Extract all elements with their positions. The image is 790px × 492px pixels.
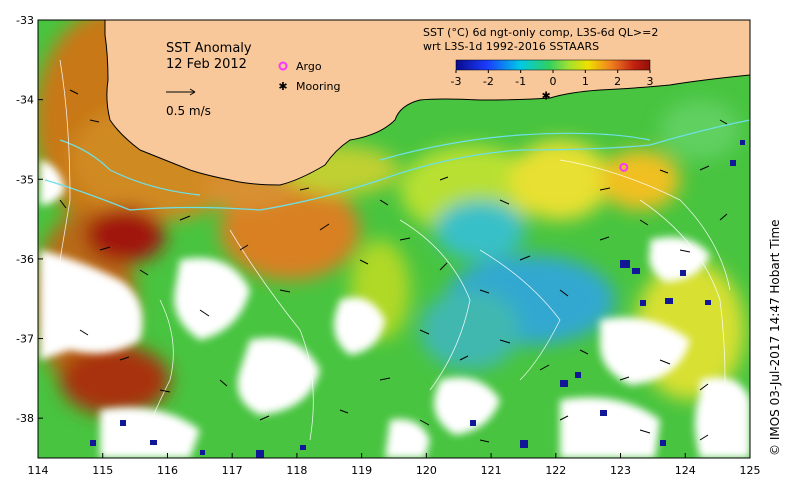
x-tick-label: 116: [157, 464, 178, 477]
x-tick-label: 125: [740, 464, 761, 477]
map-date: 12 Feb 2012: [166, 57, 247, 72]
x-tick-label: 114: [28, 464, 49, 477]
current-streamlines: [44, 119, 750, 211]
mooring-marker: ✱: [541, 90, 550, 103]
x-tick-label: 118: [286, 464, 307, 477]
x-tick-label: 117: [222, 464, 243, 477]
contour-lines: [49, 59, 731, 451]
x-tick-label: 120: [416, 464, 437, 477]
argo-legend-icon: [278, 61, 288, 71]
cold-specks: [90, 140, 745, 458]
colorbar-tick-label: -3: [451, 75, 462, 88]
anomaly-field: [38, 20, 745, 415]
mooring-legend-icon: ✱: [278, 80, 287, 93]
imos-credit: © IMOS 03-Jul-2017 14:47 Hobart Time: [768, 219, 782, 456]
legend-mooring: ✱ Mooring: [278, 80, 340, 93]
legend-argo: Argo: [278, 60, 322, 73]
colorbar: SST (°C) 6d ngt-only comp, L3S-6d QL>=2 …: [423, 26, 658, 88]
colorbar-gradient: [455, 59, 651, 71]
colorbar-tick-label: 0: [550, 75, 557, 88]
y-tick-label: -35: [16, 173, 34, 186]
x-tick-label: 119: [351, 464, 372, 477]
colorbar-title-2: wrt L3S-1d 1992-2016 SSTAARS: [423, 40, 599, 53]
colorbar-title-1: SST (°C) 6d ngt-only comp, L3S-6d QL>=2: [423, 26, 658, 39]
scale-label: 0.5 m/s: [166, 104, 211, 118]
y-tick-label: -37: [16, 333, 34, 346]
argo-float-marker: [619, 162, 629, 172]
velocity-vectors: [59, 89, 728, 443]
x-tick-label: 121: [481, 464, 502, 477]
plot-frame: [37, 19, 751, 459]
y-tick-label: -33: [16, 14, 34, 27]
y-tick-label: -38: [16, 412, 34, 425]
colorbar-tick-label: -1: [515, 75, 526, 88]
colorbar-tick-label: 2: [614, 75, 621, 88]
x-tick-label: 123: [610, 464, 631, 477]
map-title: SST Anomaly: [166, 41, 252, 56]
y-tick-label: -36: [16, 253, 34, 266]
no-data-regions: [40, 160, 750, 458]
mooring-label: Mooring: [296, 80, 340, 93]
x-tick-label: 122: [545, 464, 566, 477]
scale-arrow: [166, 88, 196, 96]
colorbar-tick-label: 1: [582, 75, 589, 88]
y-tick-label: -34: [16, 94, 34, 107]
colorbar-tick-label: 3: [647, 75, 654, 88]
x-axis: 114 115 116 117 118 119 120 121 122 123 124 125: [28, 453, 761, 477]
colorbar-tick-label: -2: [483, 75, 494, 88]
plot-area: [38, 20, 750, 458]
y-axis: -33 -34 -35 -36 -37 -38: [16, 14, 43, 425]
argo-label: Argo: [296, 60, 322, 73]
x-tick-label: 124: [675, 464, 696, 477]
x-tick-label: 115: [92, 464, 113, 477]
